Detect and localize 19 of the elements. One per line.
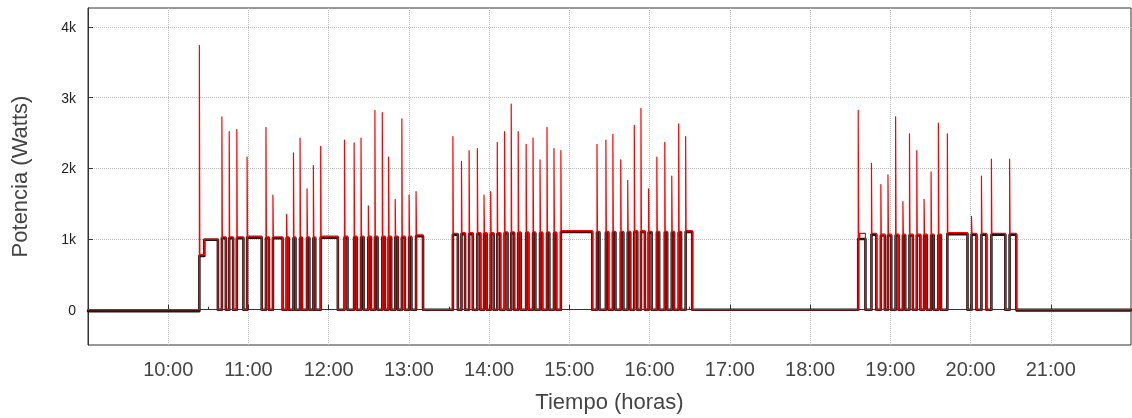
x-tick-label: 13:00 [383,358,434,380]
x-tick-label: 15:00 [544,358,595,380]
y-axis-title: Potencia (Watts) [6,95,32,258]
y-tick-label: 4k [61,19,77,36]
y-tick-label: 0 [68,301,77,318]
x-tick-label: 16:00 [624,358,675,380]
x-tick-label: 11:00 [224,358,273,380]
y-tick-label: 1k [61,231,77,248]
y-tick-label: 3k [61,89,77,106]
x-tick-label: 18:00 [785,358,836,380]
y-tick-label: 2k [61,160,77,177]
x-tick-label: 21:00 [1025,358,1076,380]
x-tick-label: 14:00 [464,358,515,380]
x-axis-title: Tiempo (horas) [535,388,684,414]
x-tick-label: 10:00 [143,358,194,380]
x-tick-label: 20:00 [945,358,996,380]
x-tick-label: 19:00 [865,358,916,380]
x-tick-label: 17:00 [704,358,755,380]
x-tick-label: 12:00 [303,358,354,380]
